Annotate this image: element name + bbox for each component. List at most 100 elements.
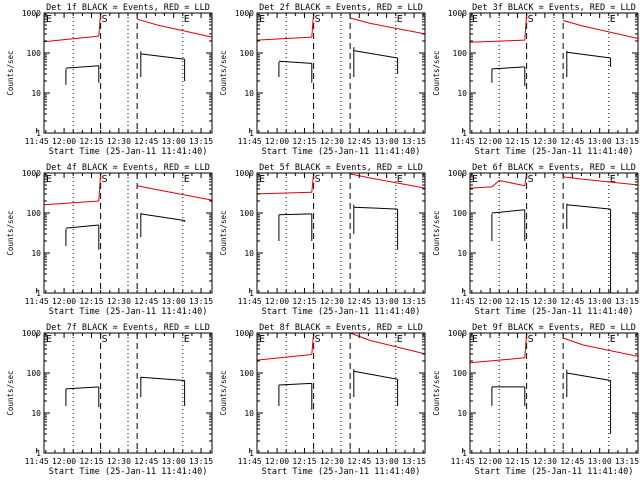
- lld-series-line: [562, 337, 584, 346]
- lld-series-line: [256, 36, 312, 41]
- x-tick-label: 13:00: [162, 137, 186, 146]
- x-tick-label: 12:30: [107, 137, 131, 146]
- x-tick-label: 12:00: [478, 137, 502, 146]
- mid-marker: S: [315, 14, 321, 25]
- lld-series-line: [583, 344, 639, 357]
- y-axis-label: Counts/sec: [432, 370, 441, 415]
- x-tick-label: 11:45: [25, 137, 49, 146]
- panel-title: Det 1f BLACK = Events, RED = LLD: [46, 3, 210, 13]
- events-series-line: [353, 50, 398, 59]
- lld-series-line: [43, 200, 99, 206]
- x-axis-label: Start Time (25-Jan-11 11:41:40): [262, 467, 421, 477]
- y-axis-label: Counts/sec: [219, 370, 228, 415]
- y-tick-label: 10: [244, 249, 254, 258]
- end-marker: E: [184, 174, 190, 185]
- lld-series-line: [499, 180, 525, 187]
- mid-marker: S: [102, 174, 108, 185]
- detector-panel-9: 1 10 100 1000 11:45 12:00 12:15 12:30 12:45 13:00…: [432, 323, 639, 477]
- lld-series-line: [136, 18, 158, 26]
- x-axis-label: Start Time (25-Jan-11 11:41:40): [475, 307, 634, 317]
- lld-series-line: [157, 24, 213, 38]
- y-tick-label: 1000: [22, 169, 41, 178]
- y-tick-label: 1: [249, 129, 254, 138]
- x-tick-label: 12:30: [320, 457, 344, 466]
- events-series-line: [278, 382, 312, 386]
- y-axis-label: Counts/sec: [432, 210, 441, 255]
- x-tick-label: 13:00: [588, 297, 612, 306]
- x-tick-label: 12:45: [347, 297, 371, 306]
- lld-series-line: [349, 332, 371, 341]
- x-tick-label: 13:15: [189, 297, 213, 306]
- y-tick-label: 100: [453, 369, 468, 378]
- mid-marker: S: [528, 174, 534, 185]
- lld-series-line: [562, 20, 584, 27]
- mid-marker: S: [528, 334, 534, 345]
- y-tick-label: 1000: [22, 329, 41, 338]
- end-marker: E: [397, 174, 403, 185]
- y-tick-label: 10: [244, 89, 254, 98]
- x-tick-label: 13:15: [615, 457, 639, 466]
- y-tick-label: 1000: [22, 9, 41, 18]
- lld-series-line: [256, 354, 312, 361]
- mid-marker: S: [315, 174, 321, 185]
- lld-series-line: [43, 35, 99, 43]
- lld-series-line: [469, 39, 525, 43]
- detector-panel-8: 1 10 100 1000 11:45 12:00 12:15 12:30 12:45 13:00…: [219, 323, 426, 477]
- start-marker: E: [46, 174, 52, 185]
- detector-panel-3: 1 10 100 1000 11:45 12:00 12:15 12:30 12:45 13:00…: [432, 3, 639, 157]
- x-tick-label: 13:15: [615, 297, 639, 306]
- y-tick-label: 1: [462, 129, 467, 138]
- y-axis-label: Counts/sec: [219, 210, 228, 255]
- y-axis-label: Counts/sec: [6, 210, 15, 255]
- panel-title: Det 8f BLACK = Events, RED = LLD: [259, 323, 423, 333]
- panel-title: Det 4f BLACK = Events, RED = LLD: [46, 163, 210, 173]
- y-tick-label: 10: [31, 249, 41, 258]
- events-series-line: [491, 209, 525, 214]
- x-tick-label: 13:00: [588, 137, 612, 146]
- x-tick-label: 13:15: [402, 137, 426, 146]
- x-tick-label: 12:15: [79, 297, 103, 306]
- x-tick-label: 12:00: [52, 457, 76, 466]
- y-tick-label: 100: [27, 209, 42, 218]
- x-tick-label: 12:00: [478, 297, 502, 306]
- x-tick-label: 12:15: [292, 457, 316, 466]
- y-tick-label: 1000: [448, 169, 467, 178]
- x-tick-label: 12:30: [320, 297, 344, 306]
- x-tick-label: 11:45: [451, 297, 475, 306]
- end-marker: E: [397, 334, 403, 345]
- lld-series-line: [137, 185, 158, 191]
- x-axis-label: Start Time (25-Jan-11 11:41:40): [475, 467, 634, 477]
- x-tick-label: 12:45: [347, 137, 371, 146]
- lld-series-line: [350, 173, 371, 179]
- x-tick-label: 12:30: [107, 457, 131, 466]
- y-tick-label: 1000: [235, 169, 254, 178]
- detector-panel-1: 1 10 100 1000 11:45 12:00 12:15 12:30 12:45 13:00…: [6, 3, 213, 157]
- lld-series-line: [98, 12, 102, 37]
- lld-series-line: [583, 178, 639, 186]
- x-tick-label: 11:45: [238, 457, 262, 466]
- lld-series-line: [311, 12, 315, 38]
- lld-series-line: [491, 180, 500, 188]
- x-axis-label: Start Time (25-Jan-11 11:41:40): [475, 147, 634, 157]
- x-tick-label: 12:45: [134, 297, 158, 306]
- start-marker: E: [472, 334, 478, 345]
- lld-series-line: [370, 22, 426, 35]
- start-marker: E: [472, 14, 478, 25]
- y-tick-label: 100: [453, 209, 468, 218]
- events-series-line: [353, 206, 398, 210]
- x-tick-label: 12:30: [320, 137, 344, 146]
- x-tick-label: 12:15: [505, 457, 529, 466]
- x-tick-label: 11:45: [451, 457, 475, 466]
- lld-series-line: [524, 332, 528, 358]
- end-marker: E: [610, 174, 616, 185]
- x-tick-label: 13:00: [162, 457, 186, 466]
- x-axis-label: Start Time (25-Jan-11 11:41:40): [49, 307, 208, 317]
- panel-title: Det 2f BLACK = Events, RED = LLD: [259, 3, 423, 13]
- x-tick-label: 12:45: [560, 137, 584, 146]
- lld-series-line: [370, 340, 426, 355]
- mid-marker: S: [315, 334, 321, 345]
- y-axis-label: Counts/sec: [6, 370, 15, 415]
- x-tick-label: 12:15: [79, 457, 103, 466]
- start-marker: E: [472, 174, 478, 185]
